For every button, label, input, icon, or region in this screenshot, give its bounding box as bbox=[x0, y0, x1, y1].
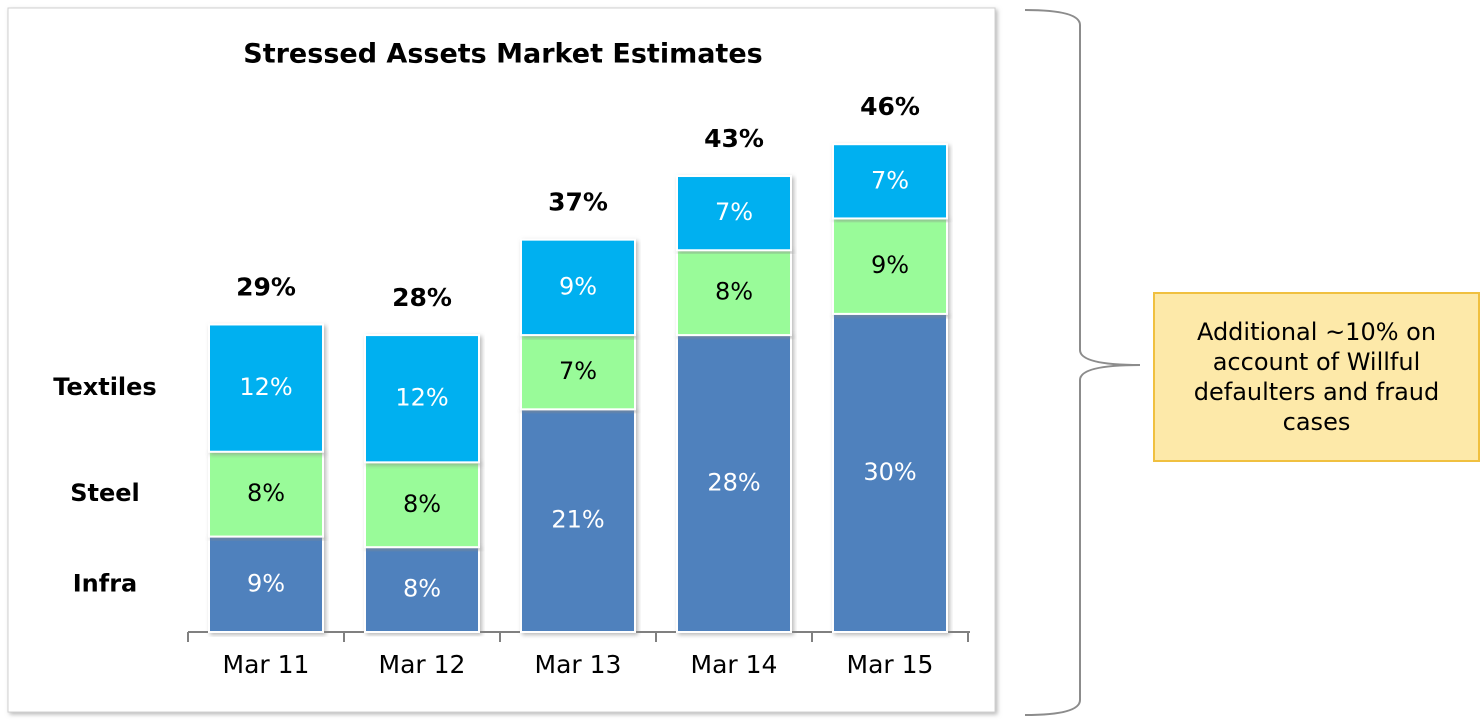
segment-label: 8% bbox=[403, 490, 441, 518]
segment-label: 12% bbox=[395, 384, 448, 412]
x-tick-label: Mar 13 bbox=[535, 650, 622, 679]
total-label: 43% bbox=[704, 124, 764, 153]
brace bbox=[1024, 9, 1141, 716]
x-tick-label: Mar 14 bbox=[691, 650, 778, 679]
bar-segment bbox=[832, 143, 948, 220]
segment-label: 8% bbox=[403, 575, 441, 603]
bar-segment bbox=[208, 450, 324, 538]
bar-segment bbox=[208, 323, 324, 453]
segment-label: 7% bbox=[559, 357, 597, 385]
x-tick-label: Mar 11 bbox=[223, 650, 310, 679]
total-label: 46% bbox=[860, 92, 920, 121]
x-tick-label: Mar 15 bbox=[847, 650, 934, 679]
bar-segment bbox=[676, 334, 792, 633]
series-label: Infra bbox=[73, 569, 138, 597]
segment-label: 7% bbox=[715, 198, 753, 226]
segment-label: 9% bbox=[559, 272, 597, 300]
segment-label: 28% bbox=[707, 469, 760, 497]
segment-label: 9% bbox=[871, 251, 909, 279]
segment-label: 9% bbox=[247, 569, 285, 597]
x-tick-label: Mar 12 bbox=[379, 650, 466, 679]
bar-segment bbox=[208, 535, 324, 633]
series-label: Steel bbox=[70, 479, 140, 507]
segment-label: 8% bbox=[715, 278, 753, 306]
chart-panel bbox=[7, 7, 996, 713]
bar-segment bbox=[832, 217, 948, 315]
chart-title: Stressed Assets Market Estimates bbox=[243, 39, 762, 70]
bar-segment bbox=[364, 334, 480, 464]
total-label: 37% bbox=[548, 188, 608, 217]
bar-segment bbox=[520, 238, 636, 337]
bar-segment bbox=[676, 175, 792, 252]
segment-label: 21% bbox=[551, 506, 604, 534]
segment-label: 7% bbox=[871, 166, 909, 194]
total-label: 28% bbox=[392, 283, 452, 312]
total-label: 29% bbox=[236, 272, 296, 301]
series-label: Textiles bbox=[53, 373, 156, 401]
bar-segment bbox=[364, 461, 480, 549]
annotation: Additional ~10% on account of Willful de… bbox=[1153, 292, 1480, 462]
segment-label: 12% bbox=[239, 373, 292, 401]
bar-segment bbox=[520, 334, 636, 411]
bar-segment bbox=[832, 312, 948, 633]
segment-label: 30% bbox=[863, 458, 916, 486]
segment-label: 8% bbox=[247, 479, 285, 507]
